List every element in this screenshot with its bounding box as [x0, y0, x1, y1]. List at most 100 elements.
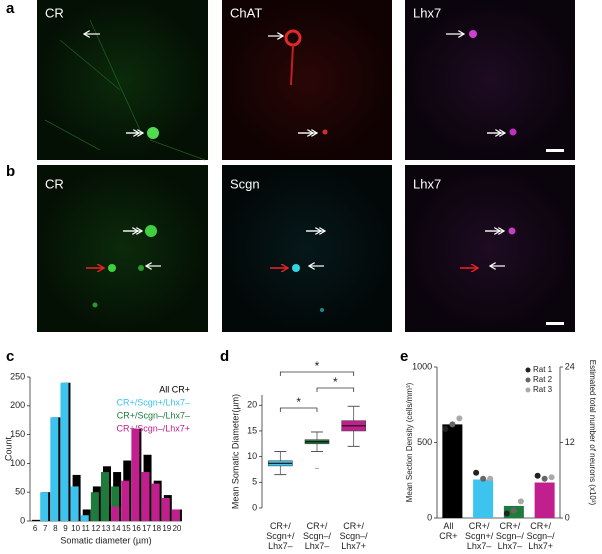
y-axis-label: Count — [3, 437, 13, 462]
y2-axis-label: Estimated total number of neurons (x10³) — [588, 360, 597, 506]
x-tick-label: 11 — [82, 524, 91, 533]
bar — [534, 482, 555, 518]
legend-marker — [525, 377, 531, 383]
y-tick-label: 1000 — [412, 361, 432, 371]
significance-star: * — [296, 395, 301, 409]
x-tick-label: CR+/Scgn–/Lhx7+ — [340, 521, 369, 551]
bar — [32, 519, 41, 521]
y-tick-label: 0 — [427, 512, 432, 522]
bar — [131, 428, 140, 521]
y-tick-label: 0 — [565, 512, 570, 522]
panel-letter: d — [220, 348, 229, 365]
data-point — [534, 472, 541, 479]
x-tick-label: 10 — [71, 524, 80, 533]
bar — [80, 515, 89, 521]
y-tick-label: 15 — [247, 425, 257, 435]
bar — [90, 492, 99, 521]
y-tick-label: 0 — [252, 502, 257, 512]
x-tick-label: All CR+ — [439, 521, 457, 541]
legend-marker — [525, 387, 531, 393]
bar — [70, 486, 79, 521]
x-tick-label: 20 — [172, 524, 181, 533]
x-tick-label: CR+/Scgn–/Lhx7– — [303, 521, 332, 551]
bar — [40, 492, 49, 521]
x-tick-label: 7 — [43, 524, 48, 533]
x-tick-label: 16 — [132, 524, 141, 533]
bar — [473, 479, 494, 518]
bar — [60, 382, 69, 521]
y-tick-label: 500 — [417, 437, 432, 447]
data-point — [473, 469, 480, 476]
y-tick-label: 12 — [565, 437, 575, 447]
micrograph: Lhx7 — [405, 165, 575, 332]
panel-letter: c — [6, 348, 14, 365]
y-tick-label: 20 — [247, 400, 257, 410]
bar — [111, 486, 120, 521]
micrograph: CR — [37, 0, 208, 161]
micrograph: CR — [37, 165, 208, 332]
bar — [161, 497, 170, 521]
bar — [151, 483, 160, 521]
x-tick-label: 12 — [91, 524, 100, 533]
y-axis-label: Mean Section Density (cells/mm³) — [405, 382, 414, 502]
data-point — [517, 498, 524, 505]
x-tick-label: 18 — [152, 524, 161, 533]
legend-label: Rat 1 — [533, 365, 553, 374]
data-point — [480, 475, 487, 482]
significance-bracket — [279, 407, 318, 412]
y-tick-label: 10 — [247, 451, 257, 461]
micrograph: Lhx7 — [405, 0, 575, 160]
x-tick-label: CR+/Scgn–/Lhx7– — [496, 521, 525, 551]
image-label: CR — [45, 176, 64, 191]
image-label: ChAT — [230, 5, 262, 20]
x-tick-label: CR+/Scgn+/Lhx7– — [465, 521, 494, 551]
bar — [171, 509, 180, 521]
bar — [442, 424, 463, 518]
x-axis-label: Somatic diameter (µm) — [60, 535, 151, 545]
y-axis-label: Mean Somatic Diameter(µm) — [230, 394, 240, 509]
legend-label: Rat 3 — [533, 385, 553, 394]
legend-label: Rat 2 — [533, 375, 553, 384]
image-label: Lhx7 — [413, 5, 441, 20]
panel-letter: a — [6, 0, 15, 17]
image-label: Lhx7 — [413, 176, 441, 191]
data-point — [548, 474, 555, 481]
y-tick-label: 100 — [10, 458, 25, 468]
y-tick-label: 5 — [252, 477, 257, 487]
legend-label: All CR+ — [159, 384, 190, 394]
legend-label: CR+/Scgn+/Lhx7– — [116, 397, 190, 407]
bar — [101, 472, 109, 521]
micrograph: ChAT — [222, 0, 392, 160]
data-point — [541, 475, 548, 482]
x-tick-label: 17 — [142, 524, 151, 533]
panel-letter: b — [6, 163, 15, 180]
image-label: Scgn — [230, 176, 260, 191]
data-point — [487, 475, 494, 482]
x-tick-label: 19 — [162, 524, 171, 533]
y-tick-label: 50 — [15, 487, 25, 497]
y-tick-label: 24 — [565, 361, 575, 371]
significance-bracket — [279, 371, 355, 376]
x-tick-label: 6 — [33, 524, 38, 533]
legend-label: CR+/Scgn–/Lhx7– — [117, 410, 190, 420]
panel-letter: e — [400, 348, 408, 365]
micrograph: Scgn — [222, 165, 392, 332]
y-tick-label: 250 — [10, 371, 25, 381]
legend-marker — [525, 367, 531, 373]
x-tick-label: CR+/Scgn+/Lhx7– — [266, 521, 295, 551]
data-point — [449, 421, 456, 428]
x-tick-label: 15 — [122, 524, 131, 533]
data-point — [456, 415, 463, 422]
data-point — [503, 510, 510, 517]
bar — [111, 506, 120, 521]
data-point — [442, 425, 449, 432]
significance-star: * — [315, 359, 320, 373]
data-point — [510, 507, 517, 514]
x-tick-label: 9 — [63, 524, 68, 533]
image-label: CR — [45, 5, 64, 20]
y-tick-label: 150 — [10, 429, 25, 439]
bar — [121, 480, 130, 521]
x-tick-label: CR+/Scgn–/Lhx7+ — [527, 521, 556, 551]
